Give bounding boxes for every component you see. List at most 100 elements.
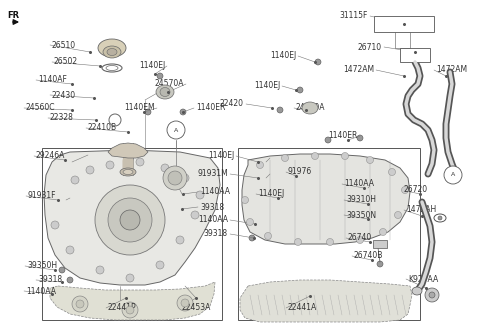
Circle shape — [177, 295, 193, 311]
Circle shape — [357, 135, 363, 141]
Circle shape — [266, 174, 270, 178]
Text: 1140AA: 1140AA — [198, 215, 228, 225]
Polygon shape — [44, 150, 220, 285]
Circle shape — [86, 166, 94, 174]
Text: K927AA: K927AA — [408, 274, 438, 284]
Circle shape — [168, 171, 182, 185]
Text: 39350H: 39350H — [27, 261, 57, 271]
Text: 1140ER: 1140ER — [196, 103, 226, 112]
Circle shape — [108, 198, 152, 242]
Ellipse shape — [103, 46, 121, 58]
Text: A: A — [451, 172, 455, 177]
Text: 26720: 26720 — [404, 185, 428, 195]
Circle shape — [425, 288, 439, 302]
Circle shape — [312, 153, 319, 159]
Text: A: A — [174, 127, 178, 132]
Circle shape — [247, 218, 253, 226]
Polygon shape — [240, 280, 412, 322]
Circle shape — [371, 217, 377, 223]
Text: 39318: 39318 — [200, 202, 224, 212]
Ellipse shape — [123, 170, 133, 174]
Ellipse shape — [98, 39, 126, 57]
Ellipse shape — [412, 287, 422, 295]
Ellipse shape — [302, 102, 318, 114]
Text: 22430: 22430 — [52, 91, 76, 99]
Text: 22420: 22420 — [220, 99, 244, 109]
Circle shape — [380, 229, 386, 235]
Circle shape — [120, 210, 140, 230]
Circle shape — [249, 235, 255, 241]
Circle shape — [163, 166, 187, 190]
Text: 22441A: 22441A — [288, 304, 317, 313]
Text: 1472AH: 1472AH — [406, 205, 436, 215]
Circle shape — [388, 169, 396, 175]
Text: 91976: 91976 — [288, 168, 312, 176]
Ellipse shape — [107, 49, 117, 55]
Circle shape — [192, 191, 198, 197]
Text: 26740: 26740 — [348, 233, 372, 243]
Bar — [374, 16, 434, 32]
Text: 1472AM: 1472AM — [436, 66, 467, 75]
Text: 24570A: 24570A — [296, 103, 325, 112]
Circle shape — [156, 261, 164, 269]
Circle shape — [241, 197, 249, 203]
Text: 26502: 26502 — [54, 57, 78, 67]
Circle shape — [369, 202, 375, 208]
Circle shape — [357, 236, 363, 244]
Circle shape — [429, 292, 435, 298]
Circle shape — [181, 299, 189, 307]
Circle shape — [325, 137, 331, 143]
Circle shape — [106, 161, 114, 169]
Text: 24570A: 24570A — [155, 80, 184, 88]
Circle shape — [401, 186, 408, 194]
Text: 39310H: 39310H — [346, 196, 376, 204]
Text: 39318: 39318 — [204, 230, 228, 239]
Text: 22410B: 22410B — [88, 124, 117, 132]
Text: 1140EJ: 1140EJ — [270, 52, 296, 61]
Circle shape — [71, 176, 79, 184]
Circle shape — [277, 107, 283, 113]
Circle shape — [297, 171, 303, 177]
Circle shape — [96, 266, 104, 274]
Circle shape — [326, 239, 334, 245]
Text: 22453A: 22453A — [182, 304, 211, 313]
Text: 91931F: 91931F — [28, 191, 57, 200]
Circle shape — [341, 153, 348, 159]
Text: 26740B: 26740B — [354, 251, 384, 260]
Text: 26510: 26510 — [52, 40, 76, 50]
Circle shape — [438, 216, 442, 220]
Bar — [373, 240, 387, 248]
Polygon shape — [50, 282, 215, 320]
Text: 39318: 39318 — [38, 275, 62, 285]
Circle shape — [259, 159, 265, 165]
Text: 1140AA: 1140AA — [26, 287, 56, 295]
Circle shape — [136, 158, 144, 166]
Text: 1140AA: 1140AA — [344, 180, 374, 188]
Text: 1140EJ: 1140EJ — [258, 189, 284, 199]
Circle shape — [122, 302, 138, 318]
Circle shape — [295, 239, 301, 245]
Text: FR: FR — [7, 11, 19, 20]
Circle shape — [367, 187, 373, 193]
Text: 91931M: 91931M — [197, 170, 228, 179]
Circle shape — [259, 221, 265, 227]
Text: 24560C: 24560C — [26, 103, 56, 112]
Circle shape — [126, 306, 134, 314]
Circle shape — [66, 246, 74, 254]
Circle shape — [267, 191, 273, 197]
Bar — [238, 148, 420, 320]
Text: 22328: 22328 — [50, 113, 74, 123]
Bar — [400, 48, 430, 62]
Circle shape — [281, 155, 288, 161]
Circle shape — [256, 161, 264, 169]
Circle shape — [257, 227, 263, 233]
Circle shape — [67, 277, 73, 283]
Circle shape — [59, 267, 65, 273]
Circle shape — [95, 185, 165, 255]
Text: 1140EM: 1140EM — [124, 103, 155, 112]
Text: 1140EJ: 1140EJ — [254, 82, 280, 91]
Text: 1140EJ: 1140EJ — [208, 152, 234, 160]
Circle shape — [72, 296, 88, 312]
Circle shape — [315, 59, 321, 65]
Circle shape — [377, 261, 383, 267]
